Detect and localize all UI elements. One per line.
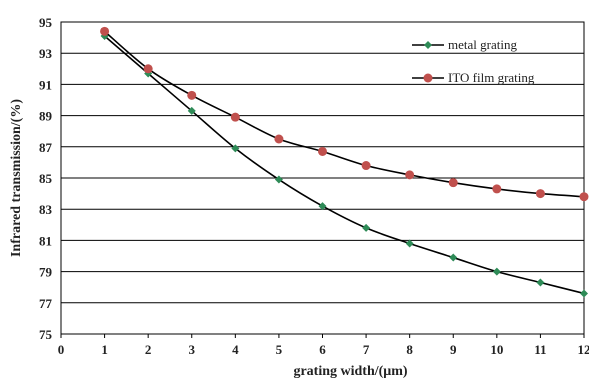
y-tick-label: 85 <box>39 171 53 186</box>
data-point <box>449 253 458 262</box>
y-tick-label: 79 <box>39 265 53 280</box>
x-tick-label: 7 <box>363 342 370 357</box>
data-point <box>448 178 458 188</box>
data-point <box>405 239 414 248</box>
data-point <box>274 175 283 184</box>
x-tick-label: 4 <box>232 342 239 357</box>
y-axis-title: Infrared transmission/(%) <box>9 99 24 257</box>
data-point <box>580 289 588 298</box>
data-point <box>536 278 545 287</box>
series-2 <box>100 26 589 202</box>
legend-label: metal grating <box>448 37 517 52</box>
data-point <box>492 184 502 194</box>
data-point <box>362 223 371 232</box>
legend-marker <box>424 41 432 49</box>
x-tick-label: 8 <box>406 342 413 357</box>
y-tick-labels: 75 77 79 81 83 85 87 89 91 93 95 <box>39 15 53 342</box>
data-point <box>405 170 415 180</box>
legend-marker <box>423 73 433 83</box>
series-1 <box>100 32 588 298</box>
data-point <box>274 134 284 144</box>
data-point <box>231 144 240 153</box>
data-point <box>492 267 501 276</box>
data-point <box>318 202 327 211</box>
data-point <box>361 161 371 171</box>
y-tick-label: 93 <box>39 46 53 61</box>
data-point <box>535 189 545 199</box>
legend-item: metal grating <box>412 37 517 52</box>
series-group <box>100 26 589 298</box>
x-tick-label: 1 <box>101 342 108 357</box>
x-axis-title: grating width/(μm) <box>293 364 407 379</box>
x-tick-label: 12 <box>578 342 589 357</box>
y-tick-label: 75 <box>39 327 53 342</box>
legend-label: ITO film grating <box>448 70 535 85</box>
data-point <box>187 90 197 100</box>
data-point <box>100 26 110 36</box>
y-tick-label: 89 <box>39 109 53 124</box>
x-tick-label: 10 <box>490 342 503 357</box>
x-tick-label: 0 <box>58 342 65 357</box>
data-point <box>579 192 589 202</box>
x-tick-label: 5 <box>276 342 283 357</box>
legend-item: ITO film grating <box>412 70 535 85</box>
data-point <box>318 146 327 156</box>
x-tick-label: 3 <box>189 342 196 357</box>
data-point <box>230 112 240 122</box>
y-tick-label: 83 <box>39 202 53 217</box>
y-tick-label: 87 <box>39 140 53 155</box>
y-tick-label: 91 <box>39 77 52 92</box>
x-tick-label: 6 <box>319 342 326 357</box>
data-point <box>143 64 153 74</box>
data-point <box>187 106 196 115</box>
y-tick-label: 81 <box>39 233 52 248</box>
y-tick-label: 77 <box>39 296 53 311</box>
y-tick-label: 95 <box>39 15 53 30</box>
legend: metal grating ITO film grating <box>412 37 535 85</box>
x-tick-label: 2 <box>145 342 152 357</box>
series-line <box>104 35 585 295</box>
x-tick-label: 9 <box>450 342 457 357</box>
x-tick-labels: 0 1 2 3 4 5 6 7 8 9 10 11 12 <box>58 334 589 357</box>
x-tick-label: 11 <box>534 342 546 357</box>
